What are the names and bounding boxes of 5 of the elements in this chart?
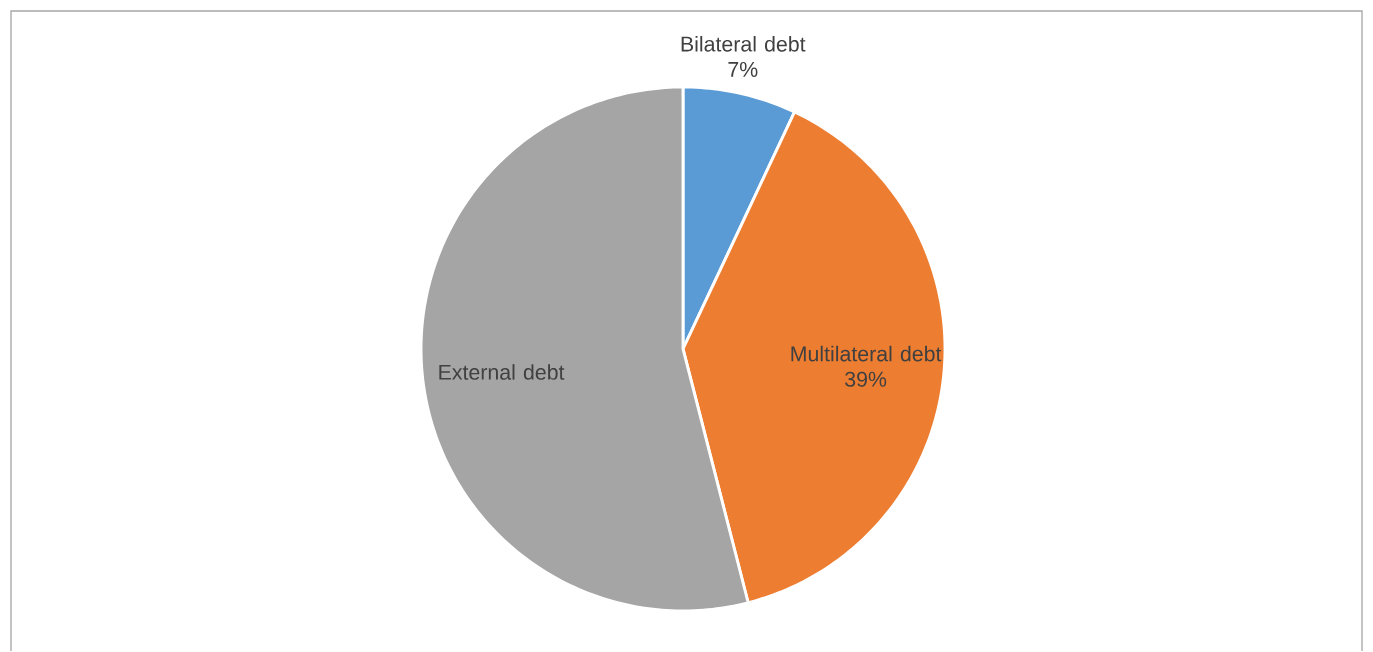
data-label: 39%	[845, 371, 887, 387]
slice-label: External debt	[439, 364, 565, 380]
slice-label: Bilateral debt	[681, 36, 806, 52]
data-label: 7%	[728, 62, 758, 78]
slice-label: Multilateral debt	[791, 345, 942, 362]
